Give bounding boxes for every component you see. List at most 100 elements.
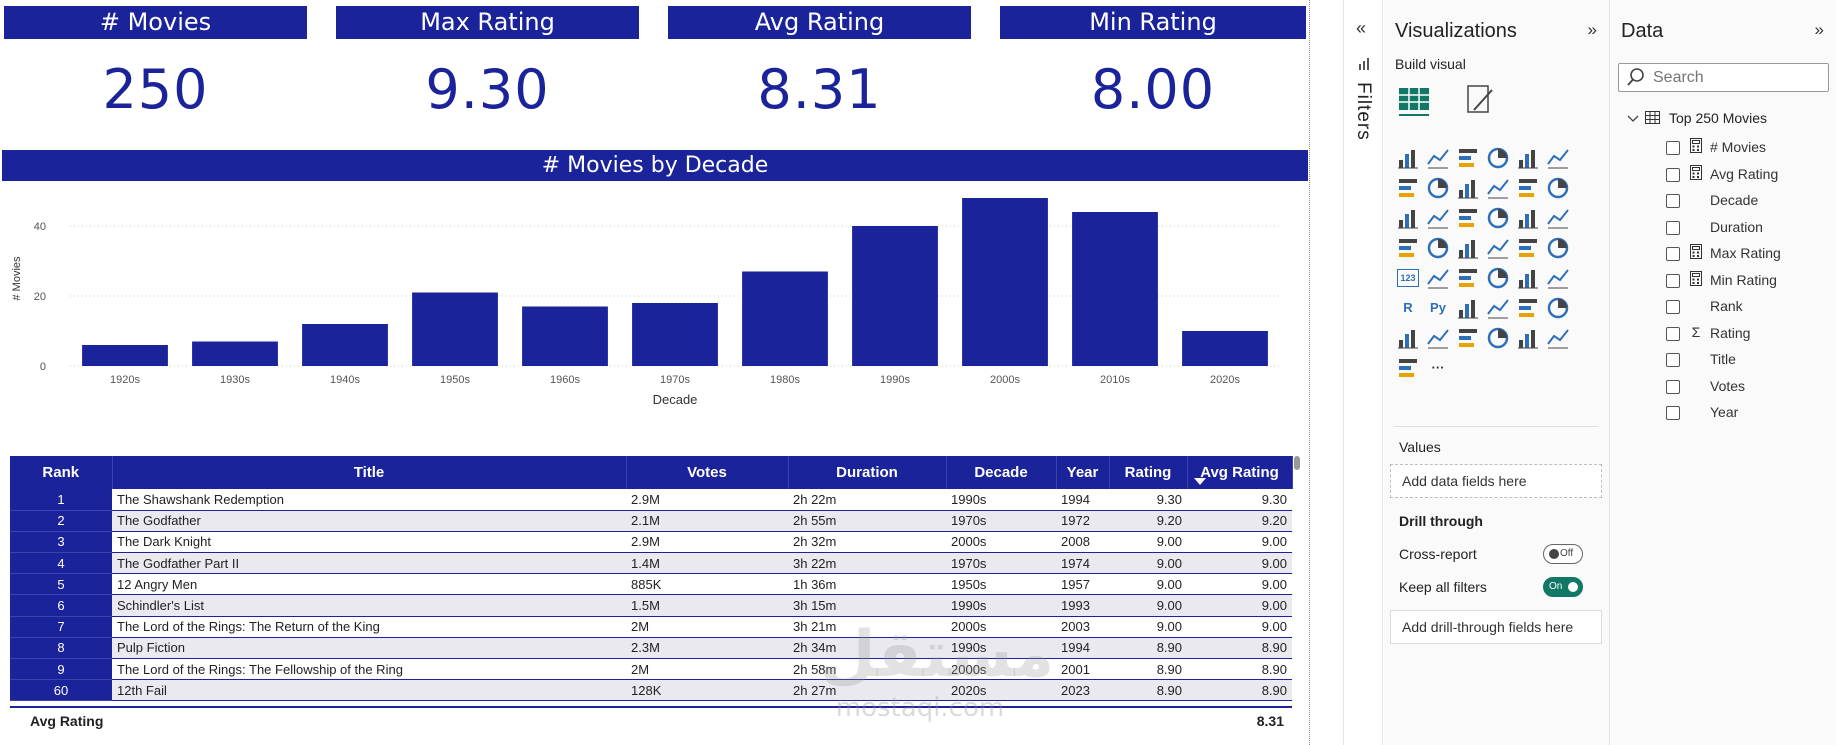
expand-data-icon[interactable]: » xyxy=(1814,20,1824,39)
col-header-rank[interactable]: Rank xyxy=(10,456,113,489)
table-row[interactable]: 6 Schindler's List 1.5M 3h 15m 1990s 1993 9.00… xyxy=(10,594,1292,617)
table-icon[interactable] xyxy=(1514,264,1542,292)
smart-narrative-icon[interactable] xyxy=(1544,294,1572,322)
matrix-icon[interactable] xyxy=(1544,264,1572,292)
table-row[interactable]: 60 12th Fail 128K 2h 27m 2020s 2023 8.90 8.90 xyxy=(10,679,1292,702)
line-chart-icon[interactable] xyxy=(1394,174,1422,202)
diamond-visual-icon[interactable] xyxy=(1544,324,1572,352)
expand-visualizations-icon[interactable]: » xyxy=(1587,20,1597,39)
field-checkbox[interactable] xyxy=(1666,194,1680,208)
table-scrollbar[interactable] xyxy=(1294,456,1300,470)
azure-map-icon[interactable] xyxy=(1514,234,1542,262)
line-column-chart-icon[interactable] xyxy=(1514,174,1542,202)
treemap-icon[interactable] xyxy=(1394,234,1422,262)
area-chart-icon[interactable] xyxy=(1424,174,1452,202)
bar[interactable] xyxy=(1182,331,1268,366)
table-row[interactable]: 9 The Lord of the Rings: The Fellowship o… xyxy=(10,658,1292,681)
python-visual-icon[interactable]: Py xyxy=(1430,300,1446,315)
col-header-duration[interactable]: Duration xyxy=(788,456,947,489)
100-area-chart-icon[interactable] xyxy=(1484,174,1512,202)
card-icon[interactable]: 123 xyxy=(1397,269,1419,287)
clustered-column-chart-icon[interactable] xyxy=(1484,144,1512,172)
chevron-down-icon[interactable] xyxy=(1627,114,1639,124)
r-visual-icon[interactable]: R xyxy=(1403,300,1413,315)
col-header-votes[interactable]: Votes xyxy=(626,456,789,489)
decomposition-tree-icon[interactable] xyxy=(1484,294,1512,322)
stacked-column-chart-icon[interactable] xyxy=(1424,144,1452,172)
scatter-chart-icon[interactable] xyxy=(1484,204,1512,232)
paginated-report-icon[interactable] xyxy=(1424,324,1452,352)
100-bar-chart-icon[interactable] xyxy=(1514,144,1542,172)
more-visuals-icon[interactable]: ··· xyxy=(1431,360,1445,375)
qna-icon[interactable] xyxy=(1514,294,1542,322)
collapse-filters-icon[interactable]: « xyxy=(1356,18,1367,38)
field-checkbox[interactable] xyxy=(1666,353,1680,367)
table-row[interactable]: 4 The Godfather Part II 1.4M 3h 22m 1970s 197… xyxy=(10,552,1292,575)
table-row[interactable]: 7 The Lord of the Rings: The Return of th… xyxy=(10,616,1292,638)
drill-through-field-well[interactable]: Add drill-through fields here xyxy=(1390,610,1602,644)
power-apps-icon[interactable] xyxy=(1454,324,1482,352)
slicer-icon[interactable] xyxy=(1484,264,1512,292)
bar[interactable] xyxy=(522,306,608,367)
bar[interactable] xyxy=(962,198,1048,366)
keep-all-filters-toggle[interactable]: On xyxy=(1543,577,1583,597)
table-row[interactable]: 1 The Shawshank Redemption 2.9M 2h 22m 1990s… xyxy=(10,489,1292,511)
bar[interactable] xyxy=(1072,212,1158,366)
bar[interactable] xyxy=(302,324,388,366)
funnel-chart-icon[interactable] xyxy=(1454,204,1482,232)
build-visual-tab[interactable] xyxy=(1395,82,1433,116)
movies-table[interactable]: Rank Title Votes Duration Decade Year Ra… xyxy=(10,456,1293,736)
donut-chart-icon[interactable] xyxy=(1544,204,1572,232)
table-row[interactable]: 2 The Godfather 2.1M 2h 55m 1970s 1972 9.20 9.2… xyxy=(10,510,1292,532)
data-search-box[interactable] xyxy=(1618,63,1829,92)
ribbon-chart-icon[interactable] xyxy=(1394,204,1422,232)
clustered-bar-chart-icon[interactable] xyxy=(1454,144,1482,172)
format-visual-tab[interactable] xyxy=(1460,82,1498,116)
bar[interactable] xyxy=(192,341,278,367)
power-automate-flow-icon[interactable] xyxy=(1394,354,1422,382)
table-row[interactable]: 5 12 Angry Men 885K 1h 36m 1950s 1957 9.00 9.00 xyxy=(10,573,1292,596)
movies-by-decade-chart[interactable]: # Movies by Decade 0 20 40 1920s 1930s 1940s 1… xyxy=(2,150,1308,440)
field-checkbox[interactable] xyxy=(1666,167,1680,182)
field-checkbox[interactable] xyxy=(1666,273,1680,288)
bar[interactable] xyxy=(632,303,718,366)
shape-map-icon[interactable] xyxy=(1484,234,1512,262)
kpi-icon[interactable] xyxy=(1454,264,1482,292)
field-checkbox[interactable] xyxy=(1666,220,1680,235)
field-checkbox[interactable] xyxy=(1666,141,1680,155)
col-header-rating[interactable]: Rating xyxy=(1109,456,1188,489)
gauge-icon[interactable] xyxy=(1544,234,1572,262)
table-row[interactable]: 8 Pulp Fiction 2.3M 2h 34m 1990s 1994 8.90 8.90 xyxy=(10,637,1292,660)
filters-pane[interactable]: « Filters xyxy=(1343,0,1383,745)
arcgis-icon[interactable] xyxy=(1514,324,1542,352)
waterfall-chart-icon[interactable] xyxy=(1424,204,1452,232)
stacked-bar-chart-icon[interactable] xyxy=(1394,144,1422,172)
power-automate-icon[interactable] xyxy=(1484,324,1512,352)
table-row[interactable]: 3 The Dark Knight 2.9M 2h 32m 2000s 2008 9.00 9… xyxy=(10,531,1292,554)
sort-descending-icon[interactable] xyxy=(1194,478,1206,485)
field-checkbox[interactable] xyxy=(1666,300,1680,314)
bar[interactable] xyxy=(852,226,938,366)
stacked-area-chart-icon[interactable] xyxy=(1454,174,1482,202)
key-influencers-icon[interactable] xyxy=(1454,294,1482,322)
col-header-year[interactable]: Year xyxy=(1056,456,1110,489)
field-checkbox[interactable] xyxy=(1666,247,1680,261)
100-column-chart-icon[interactable] xyxy=(1544,144,1572,172)
filters-label[interactable]: Filters xyxy=(1353,82,1374,141)
pie-chart-icon[interactable] xyxy=(1514,204,1542,232)
line-clustered-column-icon[interactable] xyxy=(1544,174,1572,202)
col-header-decade[interactable]: Decade xyxy=(946,456,1057,489)
field-checkbox[interactable] xyxy=(1666,406,1680,420)
map-icon[interactable] xyxy=(1424,234,1452,262)
cross-report-toggle[interactable]: Off xyxy=(1543,544,1583,564)
field-checkbox[interactable] xyxy=(1666,326,1680,341)
col-header-title[interactable]: Title xyxy=(112,456,627,489)
field-checkbox[interactable] xyxy=(1666,379,1680,394)
bar[interactable] xyxy=(412,292,498,367)
goals-icon[interactable] xyxy=(1394,324,1422,352)
values-field-well[interactable]: Add data fields here xyxy=(1390,464,1602,498)
bar[interactable] xyxy=(82,345,168,366)
bar[interactable] xyxy=(742,271,828,367)
filled-map-icon[interactable] xyxy=(1454,234,1482,262)
multi-row-card-icon[interactable] xyxy=(1424,264,1452,292)
